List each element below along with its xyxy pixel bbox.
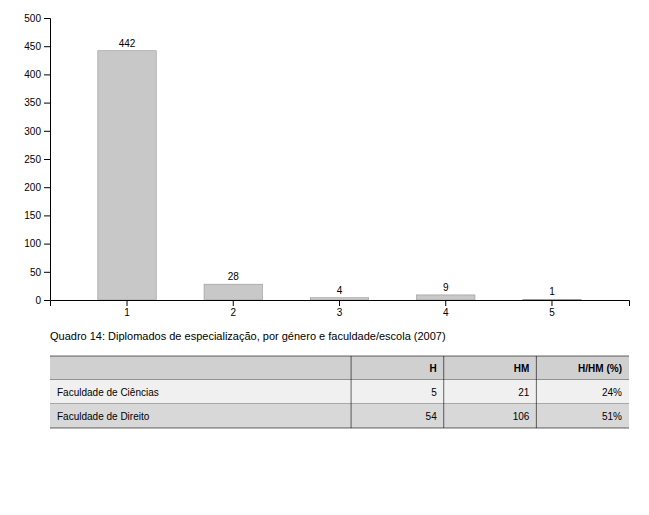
data-label: 442 <box>119 38 136 49</box>
y-tick-label: 300 <box>24 126 41 137</box>
y-tick-label: 0 <box>35 295 41 306</box>
y-tick: 350 <box>24 97 50 108</box>
y-tick-mark <box>44 131 50 132</box>
y-tick-label: 200 <box>24 182 41 193</box>
y-tick: 150 <box>24 210 50 221</box>
y-tick-label: 500 <box>24 13 41 24</box>
table-cell: Faculdade de Ciências <box>57 387 159 398</box>
bar <box>98 51 156 300</box>
x-tick-label: 5 <box>549 307 555 318</box>
x-tick-mark <box>127 300 128 306</box>
x-tick: 1 <box>124 300 130 318</box>
y-tick: 200 <box>24 182 50 193</box>
bar <box>204 284 262 300</box>
table-border <box>443 356 444 380</box>
y-tick-mark <box>44 187 50 188</box>
x-tick-label: 4 <box>443 307 449 318</box>
y-tick: 100 <box>24 238 50 249</box>
y-tick-mark <box>44 159 50 160</box>
table-header-cell: HM <box>514 363 530 374</box>
table-header-cell: H/HM (%) <box>578 363 622 374</box>
y-tick-mark <box>44 300 50 301</box>
table: Quadro 14: Diplomados de especialização,… <box>50 330 629 428</box>
data-label: 4 <box>337 285 343 296</box>
bars <box>98 51 581 300</box>
table-row-bg <box>50 380 629 404</box>
y-tick-label: 150 <box>24 210 41 221</box>
table-row: Faculdade de Ciências 5 21 24% <box>50 380 629 404</box>
x-axis: 1 2 3 4 5 <box>51 300 630 318</box>
y-tick: 500 <box>24 13 50 24</box>
table-border <box>536 404 537 428</box>
table-cell: 54 <box>426 411 438 422</box>
plot-area: 4422849112345050100150200250300350400450… <box>24 13 629 318</box>
table-cell: Faculdade de Direito <box>57 411 150 422</box>
y-tick-mark <box>44 215 50 216</box>
table-row-bg <box>50 404 629 428</box>
data-labels: 442 28 4 9 1 <box>119 38 556 298</box>
y-tick-mark <box>44 103 50 104</box>
x-tick-label: 2 <box>230 307 236 318</box>
table-cell: 51% <box>602 411 622 422</box>
y-tick-label: 100 <box>24 238 41 249</box>
table-header: H HM H/HM (%) <box>50 356 629 380</box>
y-tick-mark <box>44 244 50 245</box>
table-border <box>536 380 537 404</box>
y-tick: 0 <box>35 295 50 306</box>
y-tick-label: 250 <box>24 154 41 165</box>
table-row-bg <box>50 356 629 380</box>
table-border <box>351 380 352 404</box>
table-cell: 21 <box>518 387 530 398</box>
x-tick: 3 <box>337 300 343 318</box>
x-tick-label: 3 <box>337 307 343 318</box>
y-axis: 0 50 100 150 200 250 300 350 400 450 500 <box>24 13 50 306</box>
x-axis-line <box>51 301 630 307</box>
x-tick-label: 1 <box>124 307 130 318</box>
table-border <box>443 380 444 404</box>
x-tick: 2 <box>230 300 236 318</box>
y-tick: 50 <box>30 267 50 278</box>
y-tick-mark <box>44 18 50 19</box>
table-cell: 24% <box>602 387 622 398</box>
table-border <box>50 356 629 357</box>
table-title: Quadro 14: Diplomados de especialização,… <box>50 330 446 342</box>
table-border <box>351 356 352 380</box>
y-tick-label: 400 <box>24 69 41 80</box>
x-tick-mark <box>339 300 340 306</box>
table-border <box>50 428 629 429</box>
data-label: 28 <box>228 271 240 282</box>
bar <box>417 295 475 300</box>
y-tick: 400 <box>24 69 50 80</box>
y-tick: 450 <box>24 41 50 52</box>
table-cell: 106 <box>513 411 530 422</box>
y-tick-mark <box>44 272 50 273</box>
x-tick: 5 <box>549 300 555 318</box>
y-tick-label: 350 <box>24 97 41 108</box>
table-row: Faculdade de Direito 54 106 51% <box>50 404 629 428</box>
y-tick-label: 450 <box>24 41 41 52</box>
x-tick-mark <box>233 300 234 306</box>
y-tick: 300 <box>24 126 50 137</box>
table-border <box>536 356 537 380</box>
table-border <box>351 404 352 428</box>
table-border <box>443 404 444 428</box>
data-label: 9 <box>443 282 449 293</box>
y-tick-label: 50 <box>30 267 42 278</box>
table-cell: 5 <box>431 387 437 398</box>
x-tick-mark <box>445 300 446 306</box>
data-label: 1 <box>549 286 555 297</box>
y-tick-mark <box>44 46 50 47</box>
y-tick-mark <box>44 74 50 75</box>
bar <box>523 299 581 300</box>
bar <box>310 298 368 300</box>
y-tick: 250 <box>24 154 50 165</box>
chart: 4422849112345050100150200250300350400450… <box>0 0 649 515</box>
x-tick-mark <box>551 300 552 306</box>
x-tick: 4 <box>443 300 449 318</box>
y-axis-line <box>44 19 51 301</box>
table-header-cell: H <box>429 363 436 374</box>
